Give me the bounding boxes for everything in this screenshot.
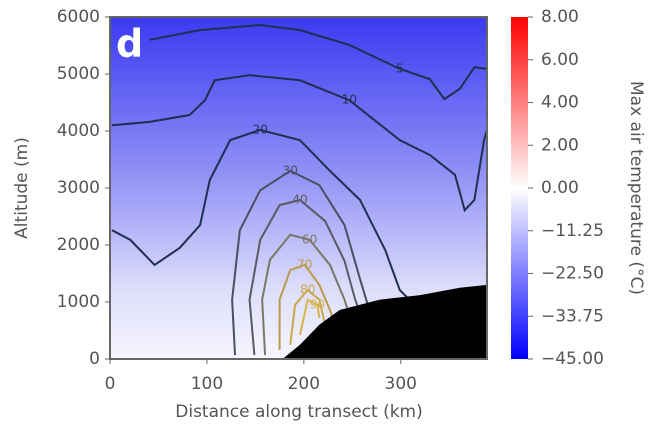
contour-label: 70 bbox=[297, 257, 312, 271]
y-tick-label: 1000 bbox=[57, 292, 100, 312]
contour-label: 30 bbox=[283, 163, 298, 177]
colorbar-tick-label: −33.75 bbox=[541, 306, 604, 326]
y-tick-label: 2000 bbox=[57, 235, 100, 255]
contour-label: 10 bbox=[342, 93, 357, 107]
y-tick-label: 0 bbox=[89, 349, 100, 369]
x-tick-label: 100 bbox=[191, 374, 223, 394]
contour-label: 60 bbox=[302, 232, 317, 246]
contour-line bbox=[248, 198, 361, 356]
contour-line bbox=[111, 74, 487, 213]
contour-line bbox=[278, 263, 336, 350]
contour-line bbox=[261, 233, 351, 356]
contour-line bbox=[298, 298, 321, 336]
colorbar-tick-label: 0.00 bbox=[541, 178, 579, 198]
colorbar-tick-label: −22.50 bbox=[541, 264, 604, 284]
x-axis-label: Distance along transect (km) bbox=[175, 402, 423, 422]
y-tick-label: 3000 bbox=[57, 178, 100, 198]
contour-line bbox=[231, 169, 369, 356]
colorbar-tick-label: 2.00 bbox=[541, 135, 579, 155]
colorbar bbox=[511, 17, 528, 359]
y-tick-label: 6000 bbox=[57, 7, 100, 27]
colorbar-tick-label: 8.00 bbox=[541, 7, 579, 27]
contour-line bbox=[149, 23, 487, 101]
contour-label: 40 bbox=[292, 192, 307, 206]
contour-line bbox=[111, 128, 411, 301]
colorbar-label: Max air temperature (°C) bbox=[626, 81, 646, 295]
contour-label: 20 bbox=[253, 122, 268, 136]
contour-label: 5 bbox=[396, 61, 404, 75]
x-tick-label: 200 bbox=[288, 374, 320, 394]
contour-line bbox=[289, 288, 327, 345]
y-axis-label: Altitude (m) bbox=[12, 137, 32, 239]
colorbar-tick-label: 6.00 bbox=[541, 50, 579, 70]
panel-label: d bbox=[116, 22, 143, 66]
y-tick-label: 4000 bbox=[57, 121, 100, 141]
contour-label: 90 bbox=[310, 297, 325, 311]
colorbar-tick-label: 4.00 bbox=[541, 93, 579, 113]
x-tick-label: 0 bbox=[105, 374, 116, 394]
terrain bbox=[282, 284, 487, 359]
colorbar-tick-label: −11.25 bbox=[541, 221, 604, 241]
contour-label: 80 bbox=[300, 283, 315, 297]
colorbar-tick-label: −45.00 bbox=[541, 349, 604, 369]
y-tick-label: 5000 bbox=[57, 64, 100, 84]
x-tick-label: 300 bbox=[385, 374, 417, 394]
